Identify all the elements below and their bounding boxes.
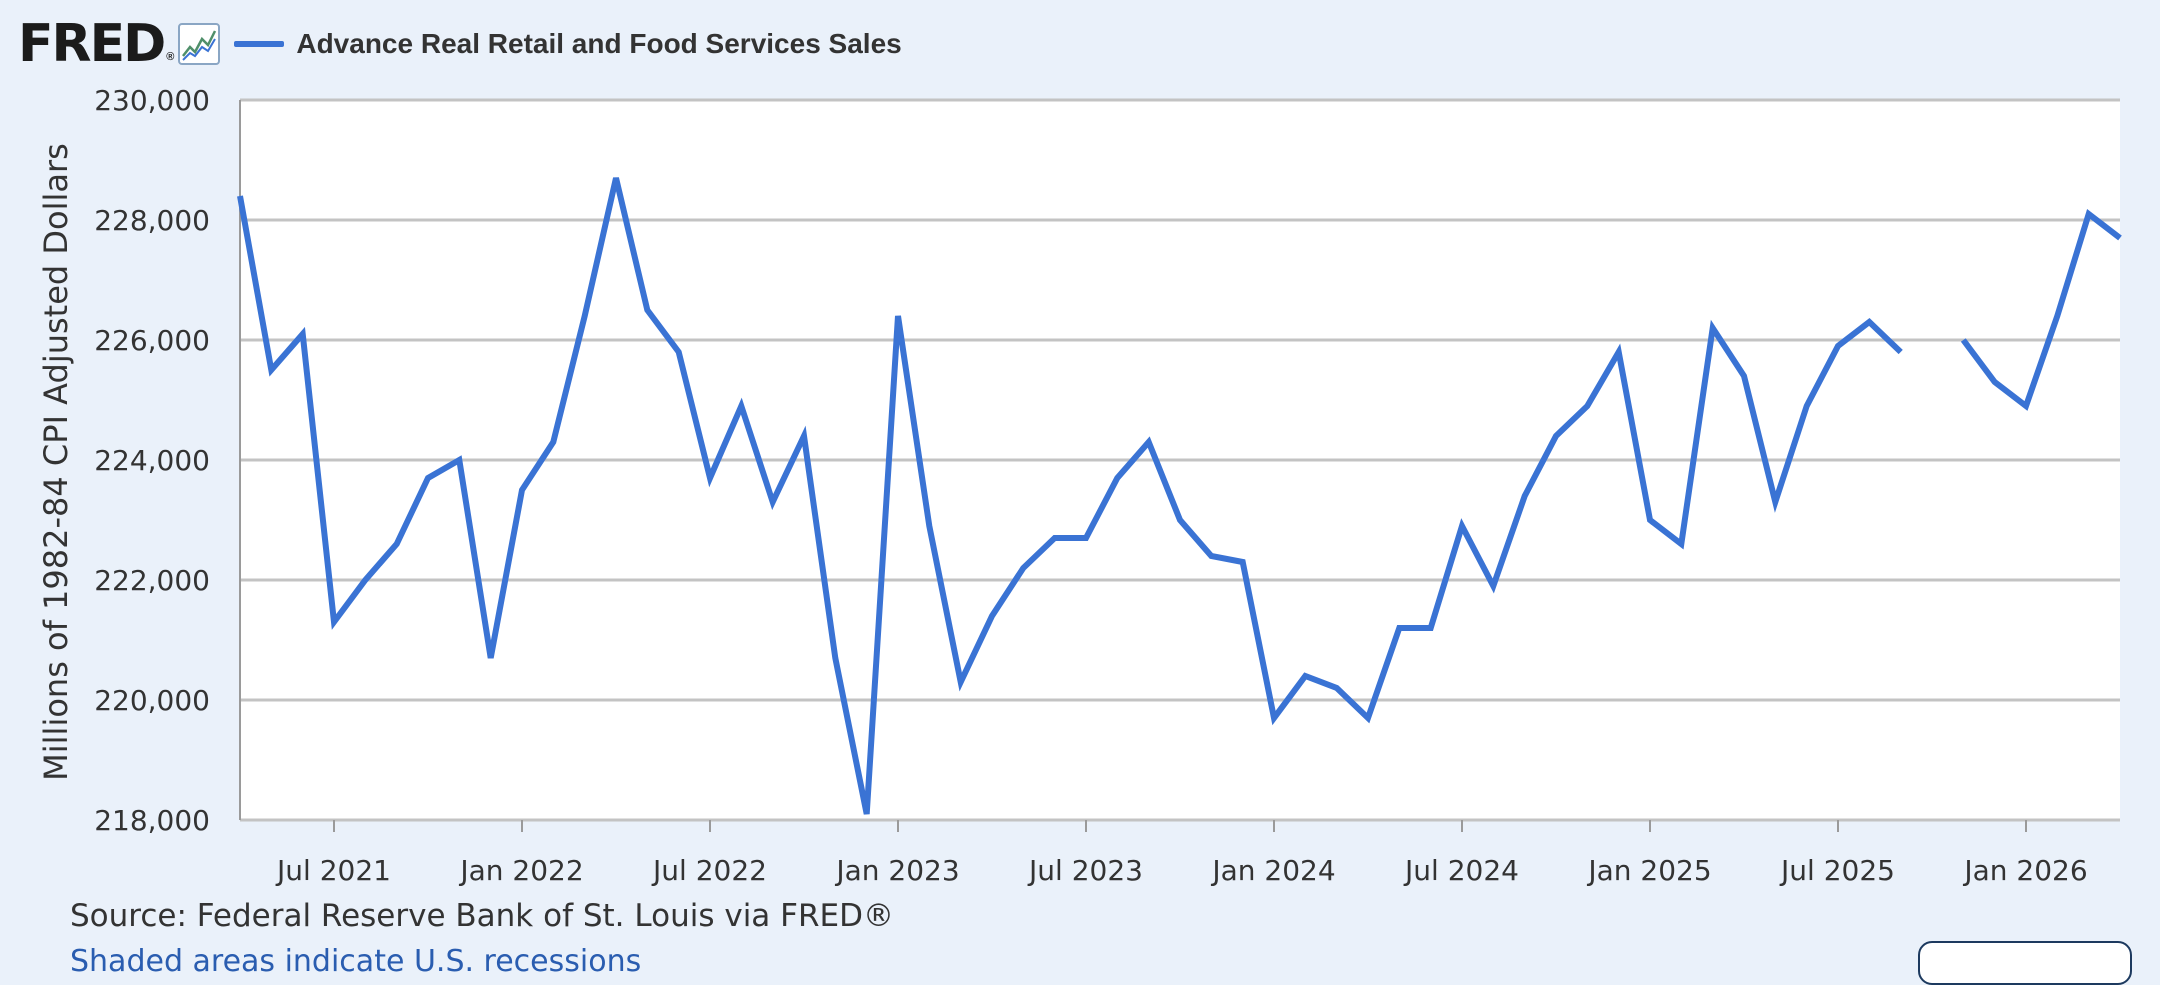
x-tick-label: Jul 2021 [275,854,391,887]
source-note: Source: Federal Reserve Bank of St. Loui… [70,898,894,934]
x-axis-ticks: Jul 2021 Jan 2022 Jul 2022 Jan 2023 Jul 2023… [275,820,2088,887]
x-tick-label: Jul 2024 [1403,854,1519,887]
line-chart: 218,000 220,000 222,000 224,000 226,000 228,0… [37,84,2122,887]
y-tick-label: 224,000 [94,444,210,477]
x-tick-label: Jul 2023 [1027,854,1143,887]
registered-mark: ® [166,51,175,63]
x-tick-label: Jan 2026 [1962,854,2087,887]
chart-header: FRED ® Advance Real Retail and Food Serv… [18,14,902,74]
gridlines [239,98,2120,822]
x-tick-label: Jan 2023 [834,854,959,887]
y-tick-label: 226,000 [94,324,210,357]
series [237,177,2122,815]
legend-label: Advance Real Retail and Food Services Sa… [296,28,902,59]
y-tick-label: 230,000 [94,84,210,117]
series-line [237,177,1903,815]
y-axis-title: Millions of 1982-84 CPI Adjusted Dollars [37,143,75,781]
series-line [1960,208,2122,411]
y-tick-label: 222,000 [94,564,210,597]
recession-link[interactable]: Shaded areas indicate U.S. recessions [70,944,642,979]
legend-swatch [234,41,285,47]
x-tick-label: Jul 2025 [1779,854,1895,887]
edit-graph-button[interactable] [1918,941,2132,985]
line-graph-icon[interactable] [178,23,221,65]
y-tick-label: 220,000 [94,684,210,717]
x-tick-label: Jan 2022 [458,854,583,887]
fred-logo[interactable]: FRED [18,14,166,74]
y-tick-label: 228,000 [94,204,210,237]
y-axis-ticks: 218,000 220,000 222,000 224,000 226,000 228,0… [94,84,210,837]
x-tick-label: Jan 2024 [1210,854,1335,887]
x-tick-label: Jul 2022 [651,854,767,887]
x-tick-label: Jan 2025 [1586,854,1711,887]
y-tick-label: 218,000 [94,804,210,837]
